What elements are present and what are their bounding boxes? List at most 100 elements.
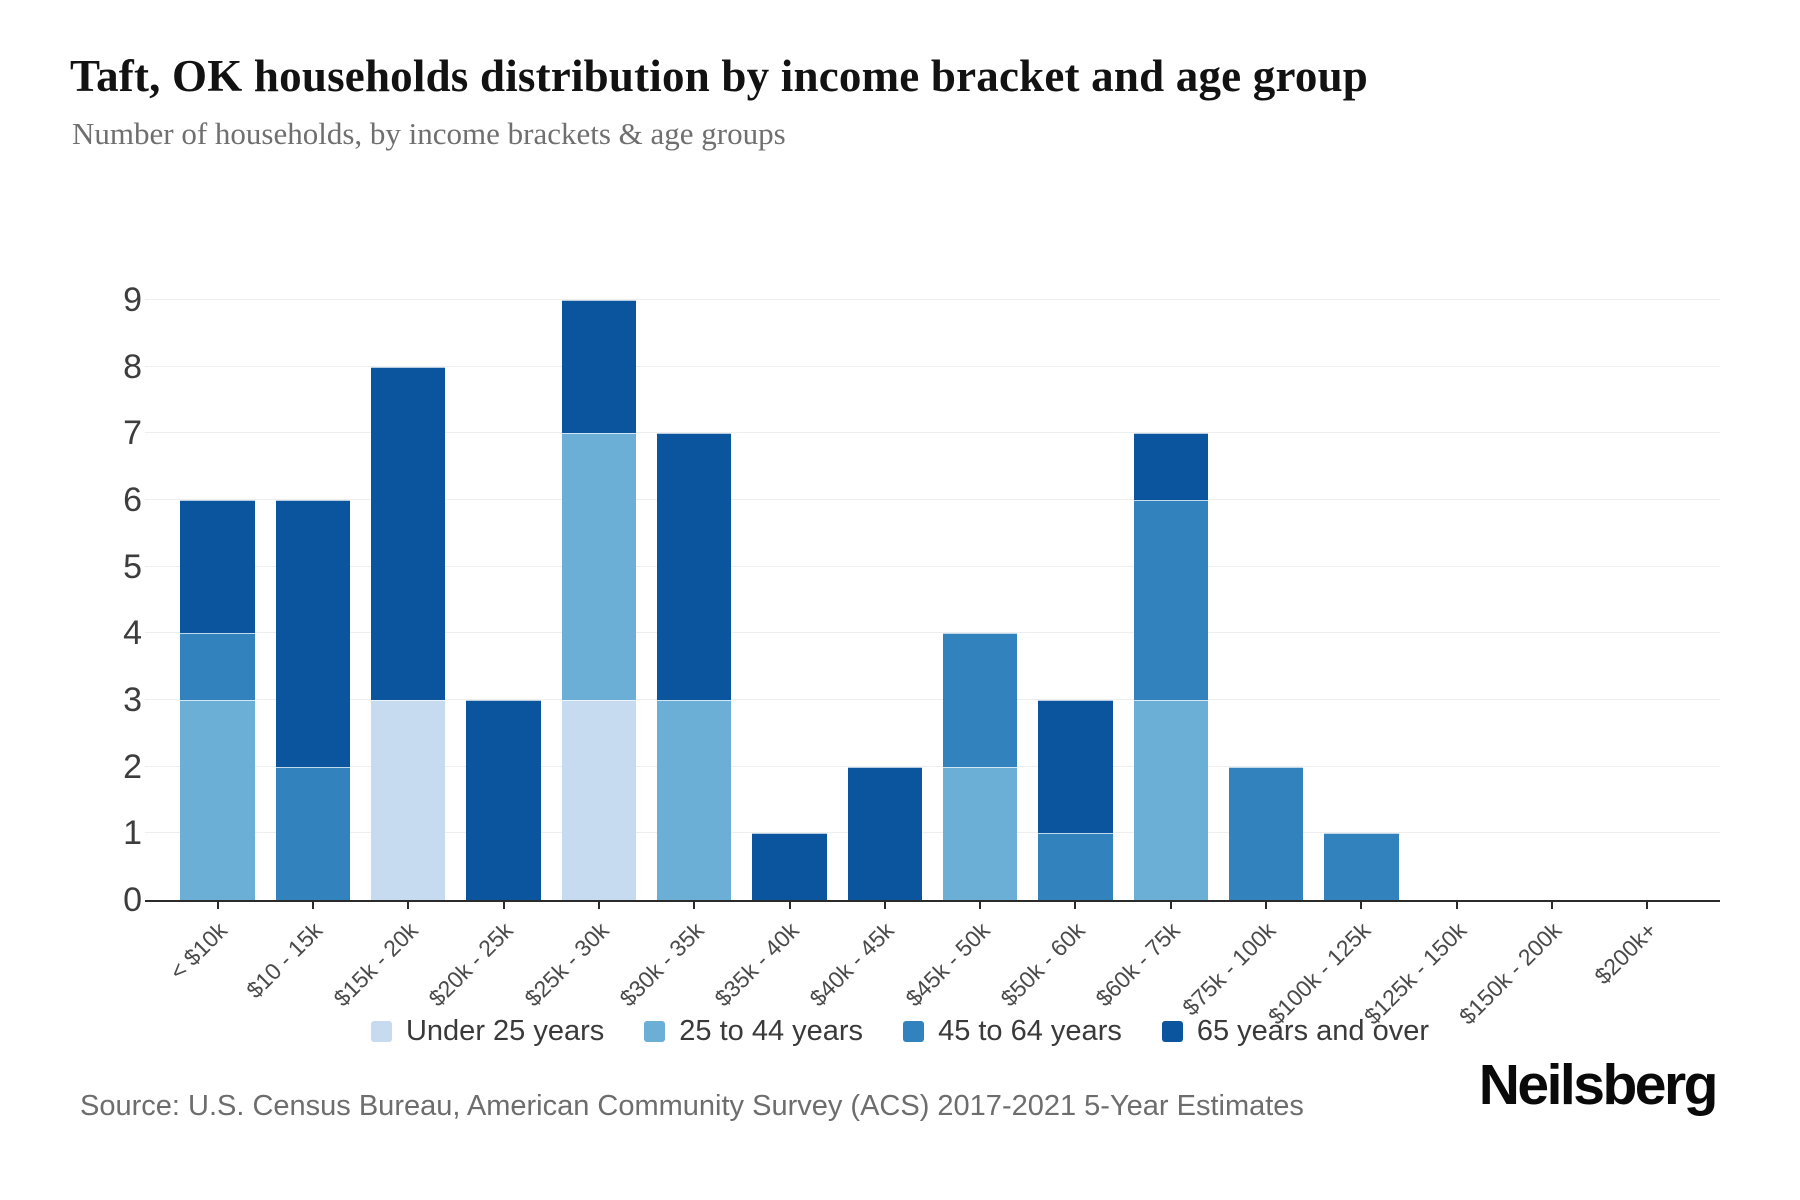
legend-label: Under 25 years <box>405 1014 605 1047</box>
y-tick-label: 0 <box>123 881 142 919</box>
y-tick-label: 1 <box>123 814 142 853</box>
stacked-bar <box>275 300 351 900</box>
bar-slot <box>1314 300 1409 900</box>
stacked-bar <box>1420 300 1494 900</box>
gridline-8 <box>145 365 1720 367</box>
y-tick-label: 5 <box>123 547 142 586</box>
bar-slot <box>933 300 1028 900</box>
y-tick-label: 9 <box>123 281 142 319</box>
bar-slot <box>456 300 551 900</box>
bar-segment-65-years-and-over <box>847 766 923 900</box>
x-tick <box>1551 902 1554 909</box>
bar-segment-25-to-44-years <box>561 433 637 700</box>
x-tick <box>502 902 505 909</box>
x-tick <box>979 902 982 909</box>
y-tick-label: 6 <box>123 481 142 520</box>
chart-subtitle: Number of households, by income brackets… <box>72 116 786 151</box>
y-tick-label: 8 <box>123 347 142 386</box>
bar-segment-25-to-44-years <box>1133 700 1208 900</box>
stacked-bar <box>1038 300 1113 900</box>
bar-slot <box>1123 300 1218 900</box>
bar-slot <box>1504 300 1599 900</box>
legend-item-45-to-64-years: 45 to 64 years <box>903 1015 1122 1048</box>
x-tick-label: $35k - 40k <box>709 917 804 1012</box>
brand-logo: Neilsberg <box>1478 1053 1719 1117</box>
bar-slot <box>265 300 360 900</box>
legend-item-65-years-and-over: 65 years and over <box>1161 1015 1429 1048</box>
bar-segment-65-years-and-over <box>657 433 732 700</box>
gridline-9 <box>145 299 1720 300</box>
bar-segment-25-to-44-years <box>657 700 732 900</box>
stacked-bar <box>561 300 637 900</box>
plot-area <box>145 299 1720 902</box>
y-tick-label: 3 <box>123 681 142 720</box>
bar-slot <box>1409 300 1504 900</box>
x-tick-label: $10 - 15k <box>241 917 328 1004</box>
bar-segment-45-to-64-years <box>1228 766 1304 900</box>
x-tick-label: $200k+ <box>1589 917 1662 990</box>
bar-segment-65-years-and-over <box>1038 700 1113 834</box>
x-tick <box>407 902 410 909</box>
bar-slot <box>551 300 646 900</box>
x-tick <box>311 902 314 909</box>
x-tick-label: < $10k <box>164 917 233 985</box>
stacked-bar <box>942 300 1018 900</box>
chart-title: Taft, OK households distribution by inco… <box>70 51 1369 101</box>
x-axis: < $10k $10 - 15k $15k - 20k $20k - 25k $25k … <box>145 902 1720 1029</box>
source-text: Source: U.S. Census Bureau, American Com… <box>80 1090 1304 1122</box>
stacked-bar <box>847 300 923 900</box>
y-tick-label: 7 <box>123 414 142 453</box>
y-tick-label: 2 <box>123 747 142 786</box>
stacked-bar <box>1515 300 1589 900</box>
bar-segment-25-to-44-years <box>180 700 255 900</box>
gridlines <box>145 299 1720 900</box>
bar-slot <box>742 300 837 900</box>
bar-segment-45-to-64-years <box>1038 833 1113 900</box>
bar-segment-45-to-64-years <box>1324 833 1399 900</box>
bar-segment-65-years-and-over <box>180 500 255 634</box>
x-tick-label: $30k - 35k <box>614 917 709 1012</box>
stacked-bar <box>466 300 541 900</box>
x-tick <box>1169 902 1172 909</box>
bar-segment-45-to-64-years <box>180 633 255 700</box>
x-tick-label: $40k - 45k <box>804 917 900 1012</box>
y-axis: 0 1 2 3 4 5 6 7 8 9 <box>0 281 152 919</box>
gridline-4 <box>145 632 1720 634</box>
bars-layer <box>145 300 1720 900</box>
legend: Under 25 years 25 to 44 years 45 to 64 yea… <box>0 1008 1800 1054</box>
bar-segment-65-years-and-over <box>752 833 827 900</box>
stacked-bar <box>1610 300 1684 900</box>
x-tick <box>883 902 886 909</box>
stacked-bar <box>1324 300 1399 900</box>
x-tick-label: $45k - 50k <box>900 917 995 1012</box>
bar-slot <box>361 300 456 900</box>
x-tick <box>597 902 600 909</box>
bar-slot <box>170 300 265 900</box>
legend-swatch-icon <box>1161 1020 1183 1042</box>
bar-segment-65-years-and-over <box>275 500 351 767</box>
x-tick-label: $50k - 60k <box>995 917 1090 1012</box>
x-tick-label: $20k - 25k <box>423 917 518 1012</box>
x-tick <box>216 902 219 909</box>
x-tick-label: $15k - 20k <box>328 917 423 1012</box>
bar-segment-65-years-and-over <box>1133 433 1208 500</box>
legend-swatch-icon <box>370 1020 392 1042</box>
stacked-bar <box>657 300 732 900</box>
stacked-bar <box>1228 300 1304 900</box>
x-tick <box>1265 902 1268 909</box>
bar-segment-45-to-64-years <box>1133 500 1208 700</box>
gridline-1 <box>145 832 1720 834</box>
bar-slot <box>1600 300 1695 900</box>
bar-slot <box>647 300 742 900</box>
stacked-bar <box>371 300 446 900</box>
x-tick <box>788 902 791 909</box>
x-tick-label: $25k - 30k <box>518 917 614 1012</box>
x-tick <box>1455 902 1458 909</box>
stacked-bar <box>180 300 255 900</box>
stacked-bar <box>752 300 827 900</box>
gridline-2 <box>145 765 1720 767</box>
gridline-5 <box>145 565 1720 567</box>
bar-slot <box>1028 300 1123 900</box>
bar-segment-65-years-and-over <box>466 700 541 900</box>
